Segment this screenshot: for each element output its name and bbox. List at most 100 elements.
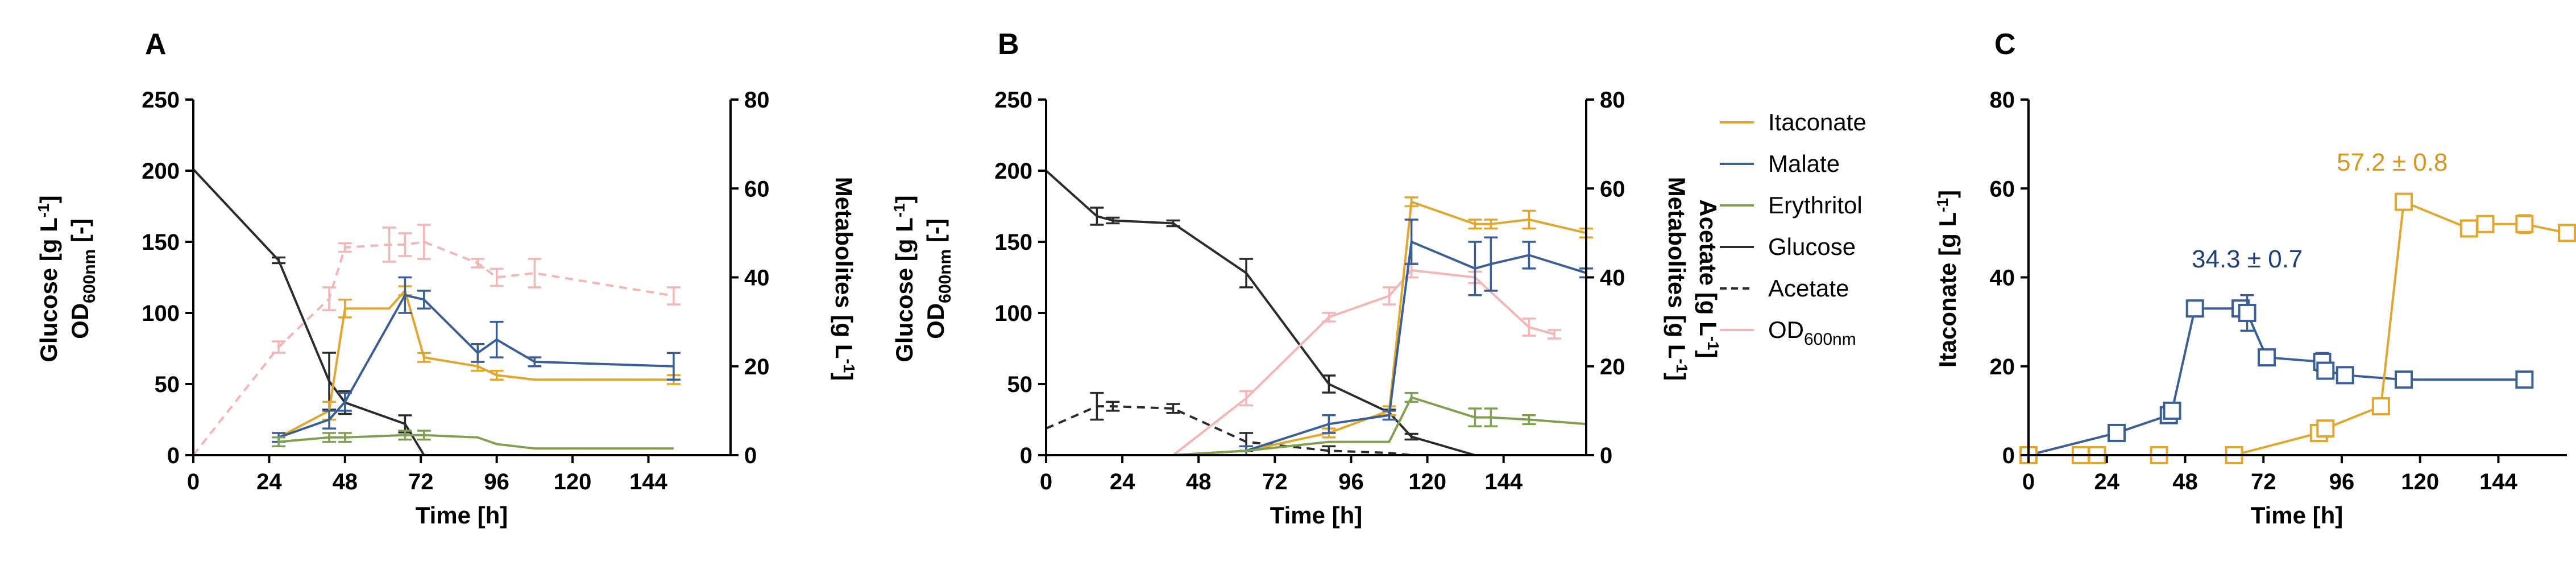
legend-label-subscript: 600nm [1804,330,1856,349]
chart-b-y2-tick-label-80: 80 [1600,88,1625,113]
chart-c-x-tick-label-72: 72 [2251,469,2276,494]
chart-c-y-tick-label-80: 80 [1990,88,2015,113]
chart-b-x-tick-label-0: 0 [1040,469,1052,494]
chart-b-erythritol-line [1046,395,1587,456]
chart-c-ticks: 0 24 48 72 96 120 144 0 20 40 60 80 [1990,88,2518,494]
chart-c-orange-strain-point [2316,419,2335,438]
legend-label-itaconate: Itaconate [1768,109,1866,135]
chart-c-blue-strain-point [2316,361,2335,380]
chart-c-x-tick-label-144: 144 [2479,469,2517,494]
chart-c-blue-strain-line [2028,307,2525,456]
chart-c-blue-strain-point [2515,370,2534,389]
chart-a-marks [192,168,681,456]
chart-a-x-tick-label-24: 24 [256,469,282,494]
chart-a-y-tick-label-50: 50 [155,372,180,397]
legend-label-erythritol: Erythritol [1768,192,1862,218]
chart-b-y-tick-label-250: 250 [994,88,1032,113]
chart-c-blue-strain-point [2336,366,2354,385]
chart-b-y2-title-metabolites: Metabolites [g L-1] [1664,177,1691,381]
chart-b-x-tick-label-24: 24 [1110,469,1135,494]
chart-c-x-tick-label-48: 48 [2172,469,2198,494]
chart-c-annotation-orange: 57.2 ± 0.8 [2337,148,2448,176]
chart-a-od600nm-line [192,240,674,456]
chart-c-orange-strain-point [2459,219,2478,238]
chart-a-y2-tick-label-20: 20 [744,354,770,380]
chart-c-blue-strain-point [2107,423,2126,442]
chart-c-x-tick-label-120: 120 [2401,469,2439,494]
chart-c-x-title: Time [h] [2251,502,2343,529]
chart-c-annotation-blue: 34.3 ± 0.7 [2192,245,2303,273]
chart-a-x-tick-label-144: 144 [629,469,667,494]
legend-label-text: OD [1768,316,1804,343]
chart-a-x-tick-label-120: 120 [554,469,592,494]
chart-b-x-tick-label-48: 48 [1186,469,1212,494]
legend-label-acetate: Acetate [1768,275,1849,302]
chart-c-blue-strain-point [2257,348,2276,367]
chart-b-y-tick-label-150: 150 [994,230,1032,255]
chart-c-marks [2019,192,2576,464]
chart-b-y2-title-acetate: Acetate [g L-1] [1695,199,1722,358]
chart-c-blue-strain-point [2163,401,2181,420]
chart-a: 0 24 48 72 96 120 144050100150200250020406080 … [35,88,858,529]
legend-label-glucose: Glucose [1768,233,1856,260]
chart-a-y-tick-label-150: 150 [142,230,180,255]
chart-a-y-tick-label-250: 250 [142,88,180,113]
chart-c-x-tick-label-24: 24 [2094,469,2119,494]
chart-b-x-tick-label-120: 120 [1408,469,1446,494]
chart-b-ticks: 0 24 48 72 96 120 144 0 50 100 150 200 250 0 20 40 60 80 [994,88,1625,494]
chart-a-glucose-line [192,168,425,456]
legend: Itaconate Malate Erythritol Glucose Acetate O… [1720,109,1866,349]
chart-c-orange-strain-point [2395,192,2413,211]
chart-b-y2-tick-label-40: 40 [1600,266,1625,291]
chart-b-y2-tick-label-20: 20 [1600,354,1625,380]
legend-label-malate: Malate [1768,150,1840,177]
chart-c-y-tick-label-60: 60 [1990,176,2015,201]
chart-a-y-tick-label-100: 100 [142,301,180,326]
panel-letter-b: B [998,28,1019,61]
chart-c: 0 24 48 72 96 120 144 0 20 40 60 80 Time [h] Itacon… [1934,88,2576,529]
chart-a-y2-tick-label-80: 80 [744,88,770,113]
chart-b-y-title-od: OD600nm [-] [922,218,955,339]
chart-a-x-tick-label-48: 48 [333,469,358,494]
chart-b-malate-line [1046,240,1587,456]
chart-c-blue-strain-point [2185,299,2204,318]
chart-c-y-title: Itaconate [g L-1] [1934,190,1961,368]
chart-c-x-tick-label-96: 96 [2329,469,2355,494]
legend-label-text: Itaconate [1768,109,1866,135]
chart-c-blue-strain-point [2238,304,2256,322]
chart-b-y2-tick-label-60: 60 [1600,176,1625,201]
chart-a-y-tick-label-200: 200 [142,159,180,184]
chart-c-blue-strain-point [2395,370,2413,389]
chart-a-x-tick-label-72: 72 [408,469,434,494]
chart-c-x-tick-label-0: 0 [2022,469,2035,494]
chart-b-y-tick-label-200: 200 [994,159,1032,184]
chart-b-y-tick-label-50: 50 [1007,372,1033,397]
chart-b-x-tick-label-72: 72 [1262,469,1288,494]
chart-c-y-tick-label-20: 20 [1990,354,2015,380]
chart-c-orange-strain-point [2558,224,2576,242]
chart-b-y-tick-label-0: 0 [1020,443,1032,468]
chart-a-y-tick-label-0: 0 [167,443,180,468]
chart-a-ticks: 0 24 48 72 96 120 144 0 50 100 150 200 250 0 20 40 60 80 [142,88,769,494]
chart-b-y-tick-label-100: 100 [994,301,1032,326]
legend-label-text: Erythritol [1768,192,1862,218]
chart-a-y-title-od: OD600nm [-] [67,218,99,339]
chart-b-y-title-glucose: Glucose [g L-1] [890,195,918,362]
chart-a-y2-title: Metabolites [g L-1] [831,177,858,381]
chart-a-y2-tick-label-40: 40 [744,266,770,291]
legend-label-text: Acetate [1768,275,1849,302]
chart-a-y2-tick-label-0: 0 [744,443,757,468]
chart-a-x-title: Time [h] [416,502,508,529]
legend-label-text: Malate [1768,150,1840,177]
panel-letter-c: C [1994,28,2016,61]
chart-c-orange-strain-point [2371,397,2390,416]
panel-letter-a: A [145,28,167,61]
chart-a-y2-tick-label-60: 60 [744,176,770,201]
chart-c-orange-strain-line [2029,200,2567,456]
chart-b-y2-tick-label-0: 0 [1600,443,1612,468]
chart-c-y-tick-label-40: 40 [1990,266,2015,291]
chart-b-x-title: Time [h] [1270,502,1363,529]
chart-c-orange-strain-point [2515,214,2534,233]
chart-b-od600nm-line [1046,269,1555,456]
legend-label-text: Glucose [1768,233,1856,260]
